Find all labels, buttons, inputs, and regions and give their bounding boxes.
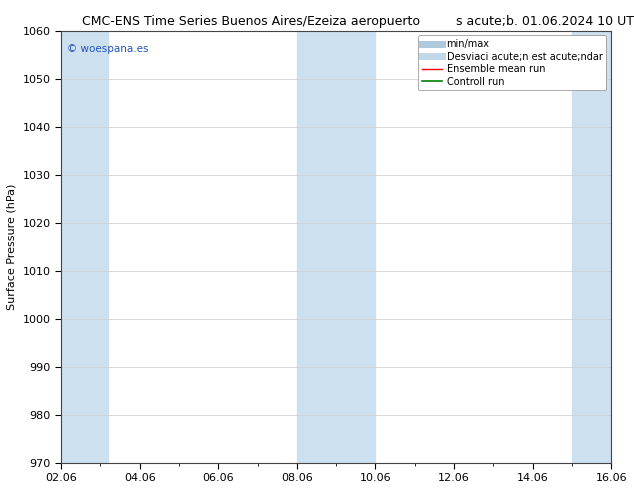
Text: CMC-ENS Time Series Buenos Aires/Ezeiza aeropuerto: CMC-ENS Time Series Buenos Aires/Ezeiza … xyxy=(82,15,420,28)
Bar xyxy=(297,30,375,463)
Legend: min/max, Desviaci acute;n est acute;ndar, Ensemble mean run, Controll run: min/max, Desviaci acute;n est acute;ndar… xyxy=(418,35,606,91)
Bar xyxy=(61,30,108,463)
Bar xyxy=(572,30,611,463)
Text: s acute;b. 01.06.2024 10 UTC: s acute;b. 01.06.2024 10 UTC xyxy=(456,15,634,28)
Text: © woespana.es: © woespana.es xyxy=(67,44,148,53)
Y-axis label: Surface Pressure (hPa): Surface Pressure (hPa) xyxy=(7,183,17,310)
